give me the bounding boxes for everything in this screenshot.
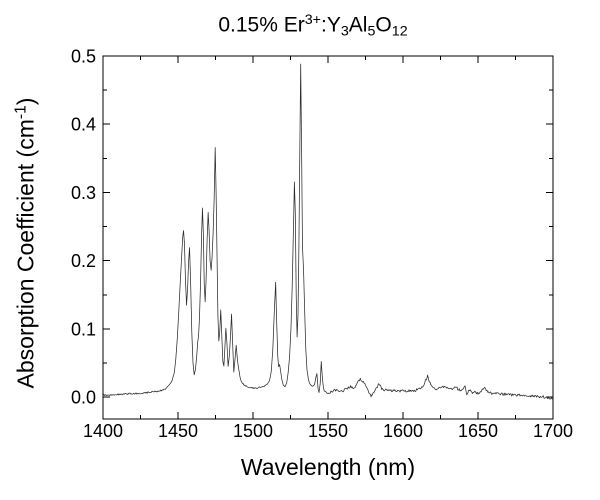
x-tick-label: 1400 [83, 421, 123, 441]
x-tick-label: 1650 [458, 421, 498, 441]
x-tick-label: 1450 [158, 421, 198, 441]
text-part: 0.15% Er [218, 13, 305, 37]
x-tick-label: 1550 [308, 421, 348, 441]
text-part: 3+ [304, 12, 322, 28]
text-part: 12 [391, 23, 408, 40]
y-tick-label: 0.1 [71, 319, 96, 339]
x-tick-label: 1600 [383, 421, 423, 441]
x-tick-label: 1500 [233, 421, 273, 441]
chart-title: 0.15% Er3+:Y3Al5O12 [88, 12, 538, 40]
y-tick-label: 0.2 [71, 251, 96, 271]
y-tick-label: 0.4 [71, 115, 96, 135]
text-part: O [375, 13, 392, 37]
y-tick-label: 0.0 [71, 388, 96, 408]
text-part: :Y [321, 13, 341, 37]
x-tick-label: 1700 [533, 421, 573, 441]
y-tick-label: 0.5 [71, 47, 96, 67]
text-part: Al [348, 13, 368, 37]
spectrum-line [102, 63, 554, 400]
plot-frame [102, 55, 554, 420]
text-part: 5 [367, 23, 376, 40]
text-part: 3 [340, 23, 349, 40]
x-axis-label: Wavelength (nm) [240, 454, 416, 480]
y-tick-label: 0.3 [71, 183, 96, 203]
